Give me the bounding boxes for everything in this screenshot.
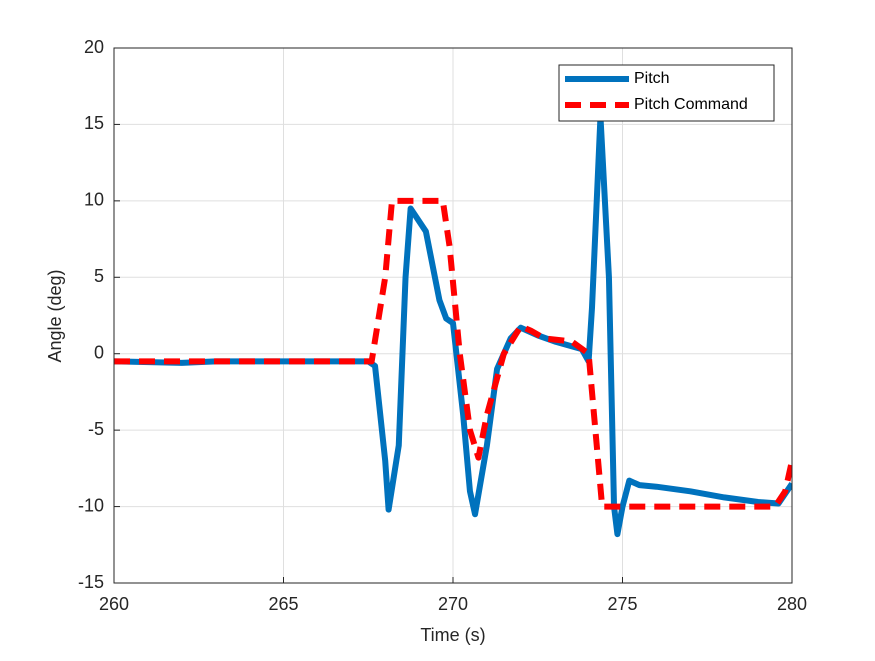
legend-box xyxy=(558,64,775,122)
y-tick-label: 20 xyxy=(84,37,104,57)
legend-label: Pitch Command xyxy=(634,96,748,113)
x-tick-label: 270 xyxy=(438,594,468,614)
y-tick-label: -10 xyxy=(78,495,104,515)
y-tick-label: -5 xyxy=(88,419,104,439)
x-tick-label: 265 xyxy=(268,594,298,614)
legend-label: Pitch xyxy=(634,70,670,87)
y-tick-label: 15 xyxy=(84,113,104,133)
series-line xyxy=(114,197,792,510)
y-tick-label: 5 xyxy=(94,266,104,286)
x-axis-label: Time (s) xyxy=(420,625,485,645)
x-tick-label: 280 xyxy=(777,594,807,614)
axes-box xyxy=(113,47,793,584)
y-tick-label: -15 xyxy=(78,572,104,592)
y-tick-label: 10 xyxy=(84,190,104,210)
x-tick-label: 275 xyxy=(607,594,637,614)
y-axis-label: Angle (deg) xyxy=(45,269,65,362)
y-tick-label: 0 xyxy=(94,342,104,362)
x-tick-label: 260 xyxy=(99,594,129,614)
